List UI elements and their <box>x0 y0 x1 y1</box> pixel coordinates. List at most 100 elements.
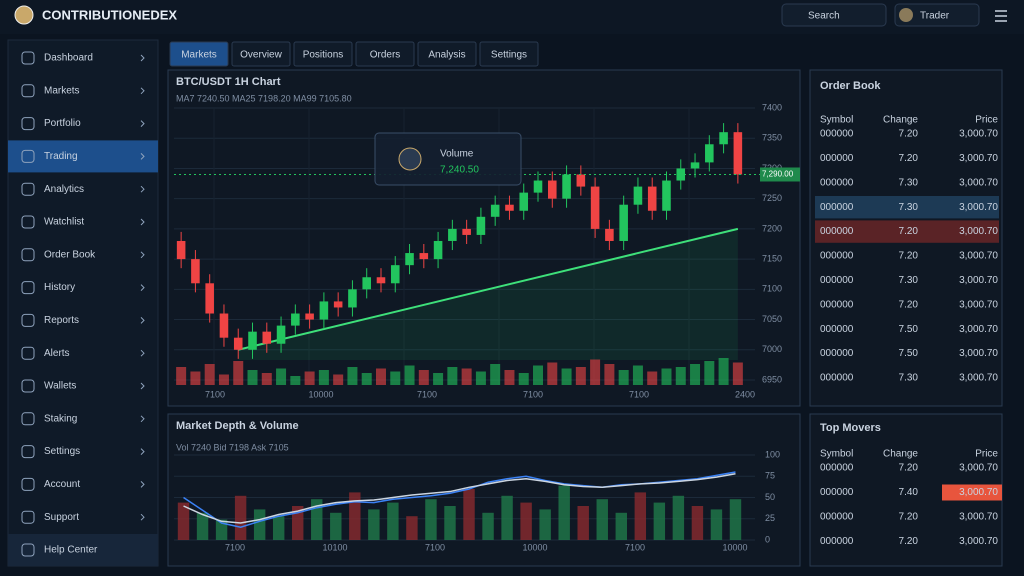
change: 7.20 <box>899 129 919 140</box>
change: 7.20 <box>899 536 919 547</box>
tab[interactable] <box>169 41 229 67</box>
sidebar-item[interactable]: Portfolio <box>44 118 81 129</box>
symbol[interactable]: 000000 <box>820 275 854 286</box>
price: 3,000.70 <box>959 177 998 188</box>
symbol[interactable]: 000000 <box>820 512 854 523</box>
symbol[interactable]: 000000 <box>820 299 854 310</box>
tab[interactable] <box>231 41 291 67</box>
avatar <box>899 8 913 22</box>
chevron <box>140 513 145 521</box>
y-tick-label: 7200 <box>762 223 782 233</box>
y-tick-label: 7100 <box>762 284 782 294</box>
sidebar-item[interactable]: Settings <box>44 446 80 457</box>
trend-line <box>238 227 739 351</box>
candle-body <box>348 289 357 308</box>
chevron <box>140 120 145 127</box>
volume-bar <box>461 368 472 385</box>
search-box[interactable] <box>781 3 887 27</box>
sidebar-item[interactable]: Alerts <box>44 348 70 359</box>
symbol[interactable]: 000000 <box>820 177 854 188</box>
volume-bar <box>311 499 323 540</box>
sidebar-item[interactable]: Dashboard <box>44 53 93 64</box>
chevron <box>140 185 145 193</box>
tooltip-icon <box>398 147 422 171</box>
y-tick-label: 100 <box>765 449 780 459</box>
x-tick-label: 10000 <box>722 542 747 552</box>
candle-body <box>448 228 457 241</box>
sidebar-item[interactable]: Account <box>44 479 80 490</box>
symbol[interactable]: 000000 <box>820 153 854 164</box>
volume-bar <box>520 502 532 540</box>
volume-bar <box>634 492 647 540</box>
user-box[interactable] <box>894 3 980 27</box>
sidebar-item[interactable]: History <box>44 282 75 293</box>
price: 3,000.70 <box>959 373 998 384</box>
chevron <box>140 349 145 357</box>
price: 3,000.70 <box>959 202 998 213</box>
sidebar-item[interactable]: Trading <box>44 151 78 162</box>
volume-bar <box>547 362 558 385</box>
volume-bar <box>304 371 315 385</box>
change: 7.30 <box>899 275 919 286</box>
sidebar-icon <box>21 379 35 393</box>
volume-bar <box>361 373 372 385</box>
sidebar-item[interactable]: Staking <box>44 413 77 424</box>
volume-bar <box>406 516 418 540</box>
tab[interactable] <box>293 41 353 67</box>
symbol[interactable]: 000000 <box>820 348 854 359</box>
chevron <box>140 382 145 390</box>
volume-bar <box>490 364 501 385</box>
x-tick-label: 10100 <box>322 542 347 552</box>
chevron <box>140 317 145 324</box>
candle-body <box>705 144 714 163</box>
symbol[interactable]: 000000 <box>820 202 854 213</box>
tab[interactable] <box>417 41 477 67</box>
candle-body <box>291 313 300 326</box>
symbol[interactable]: 000000 <box>820 226 854 237</box>
price-marker-label: 7,290.00 <box>762 170 794 179</box>
row-selected <box>815 196 999 219</box>
symbol[interactable]: 000000 <box>820 463 854 474</box>
volume-bar <box>368 509 380 540</box>
volume-bar <box>390 371 401 385</box>
volume-bar <box>475 371 486 385</box>
volume-bar <box>575 367 586 385</box>
symbol[interactable]: 000000 <box>820 251 854 262</box>
sidebar-item[interactable]: Analytics <box>44 184 84 195</box>
tab[interactable] <box>355 41 415 67</box>
volume-bar <box>504 370 515 385</box>
volume-bar <box>632 365 643 385</box>
panel-title: Top Movers <box>820 422 881 434</box>
y-tick-label: 7050 <box>762 314 782 324</box>
volume-bar <box>425 499 437 540</box>
sidebar-item[interactable]: Markets <box>44 85 80 96</box>
sidebar-item[interactable]: Help Center <box>44 545 98 556</box>
candle-body <box>662 180 671 211</box>
sidebar-item[interactable]: Watchlist <box>44 217 84 228</box>
volume-bar <box>558 485 570 540</box>
tab[interactable] <box>479 41 539 67</box>
sidebar-icon <box>21 149 35 163</box>
sidebar-item[interactable]: Wallets <box>44 381 76 392</box>
price: 3,000.70 <box>959 463 998 474</box>
symbol[interactable]: 000000 <box>820 129 854 140</box>
symbol[interactable]: 000000 <box>820 324 854 335</box>
volume-bar <box>272 516 285 540</box>
logo[interactable] <box>14 5 34 25</box>
x-tick-label: 10000 <box>522 542 547 552</box>
sidebar-item[interactable]: Support <box>44 512 79 523</box>
price: 3,000.70 <box>959 226 998 237</box>
candle-body <box>305 313 314 320</box>
candle-body <box>219 313 229 338</box>
sidebar-item[interactable]: Reports <box>44 315 79 326</box>
y-tick-label: 25 <box>765 513 775 523</box>
candle-body <box>205 283 214 314</box>
sidebar-item[interactable]: Order Book <box>44 249 96 260</box>
tooltip-value: 7,240.50 <box>440 165 479 176</box>
candle-body <box>733 132 743 175</box>
menu-icon[interactable] <box>995 10 1007 22</box>
symbol[interactable]: 000000 <box>820 536 854 547</box>
candle-body <box>647 186 657 211</box>
symbol[interactable]: 000000 <box>820 487 854 498</box>
symbol[interactable]: 000000 <box>820 373 854 384</box>
